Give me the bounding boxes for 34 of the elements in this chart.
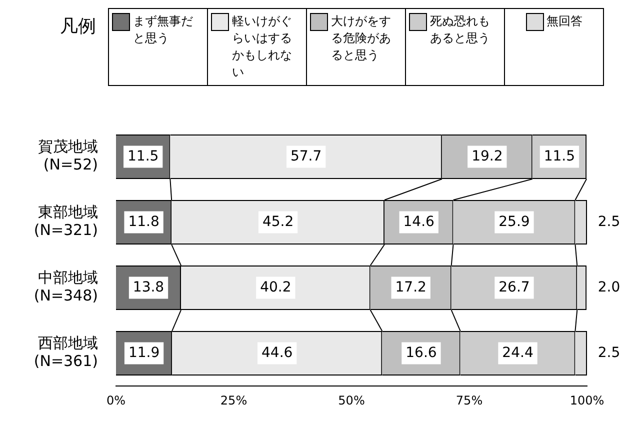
legend-label: まず無事だと思う: [133, 13, 194, 47]
y-tick-label: 中部地域 (N=348): [34, 268, 98, 305]
data-label: 11.5: [127, 148, 159, 164]
data-label: 11.5: [544, 148, 576, 164]
legend-label: 軽いけがぐらいはするかもしれない: [232, 13, 293, 81]
legend-title: 凡例: [60, 15, 96, 38]
data-label: 19.2: [472, 148, 503, 164]
y-tick-label: 東部地域 (N=321): [34, 203, 98, 240]
data-label: 14.6: [403, 214, 435, 230]
data-label: 2.0: [598, 279, 620, 296]
x-tick-label: 50%: [338, 393, 365, 408]
x-tick-label: 0%: [106, 393, 126, 408]
x-tick-label: 25%: [220, 393, 248, 408]
data-label: 24.4: [502, 344, 534, 361]
data-label: 11.9: [128, 344, 160, 361]
legend-label: 死ぬ恐れもあると思う: [430, 13, 491, 47]
x-tick-label: 100%: [570, 393, 604, 408]
y-tick-label: 賀茂地域 (N=52): [38, 138, 98, 174]
data-label: 25.9: [498, 214, 530, 230]
legend-label: 大けがをする危険があると思う: [331, 13, 392, 64]
x-tick-label: 75%: [456, 393, 483, 408]
data-label: 16.6: [406, 344, 437, 361]
data-label: 40.2: [260, 279, 292, 296]
legend-label: 無回答: [546, 13, 582, 30]
data-label: 2.5: [598, 344, 620, 361]
data-label: 2.5: [598, 214, 620, 230]
y-tick-label: 西部地域 (N=361): [34, 334, 98, 370]
data-label: 57.7: [290, 148, 322, 164]
data-label: 45.2: [262, 214, 294, 230]
data-label: 13.8: [132, 279, 164, 296]
data-label: 44.6: [261, 344, 293, 361]
data-label: 11.8: [128, 214, 160, 230]
data-label: 26.7: [498, 279, 530, 296]
data-label: 17.2: [395, 279, 426, 296]
